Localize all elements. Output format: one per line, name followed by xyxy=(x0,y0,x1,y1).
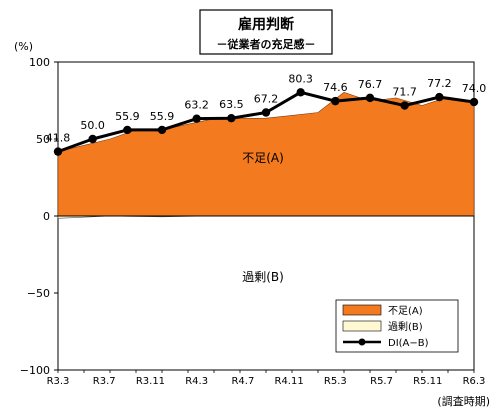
di-data-label: 80.3 xyxy=(288,72,313,85)
legend-swatch-surplus xyxy=(342,320,382,332)
x-tick-label: R3.3 xyxy=(47,376,70,387)
y-tick-label: 0 xyxy=(43,210,50,223)
y-tick-label: 100 xyxy=(29,56,50,69)
legend: 不足(A) 過剰(B) DI(A−B) xyxy=(335,299,459,353)
di-data-label: 67.2 xyxy=(254,93,279,106)
di-data-label: 63.2 xyxy=(184,99,209,112)
di-marker xyxy=(296,88,305,97)
di-marker xyxy=(331,96,340,106)
y-tick-label: −100 xyxy=(20,364,50,377)
y-tick-label: −50 xyxy=(27,287,50,300)
di-data-label: 74.0 xyxy=(462,82,487,95)
di-data-label: 50.0 xyxy=(80,119,105,132)
di-data-label: 74.6 xyxy=(323,81,348,94)
title-box: 雇用判断 －従業者の充足感－ xyxy=(199,9,333,55)
di-marker xyxy=(88,134,97,144)
di-marker xyxy=(400,101,409,110)
di-marker xyxy=(227,114,236,123)
x-tick-label: R4.11 xyxy=(275,376,304,387)
legend-swatch-shortage xyxy=(342,304,382,316)
x-tick-label: R5.3 xyxy=(324,376,347,387)
shortage-area-label: 不足(A) xyxy=(242,151,284,165)
legend-marker-di xyxy=(358,338,366,346)
chart-title: 雇用判断 xyxy=(238,16,294,33)
di-marker xyxy=(157,125,167,135)
legend-label-surplus: 過剰(B) xyxy=(388,321,423,333)
di-marker xyxy=(365,93,375,103)
legend-label-di: DI(A−B) xyxy=(388,338,429,349)
di-marker xyxy=(192,114,201,123)
di-data-label: 63.5 xyxy=(219,98,244,111)
di-data-label: 41.8 xyxy=(46,132,71,145)
y-tick-label: 50 xyxy=(36,133,50,146)
di-marker xyxy=(53,147,63,156)
di-marker xyxy=(123,125,132,135)
x-tick-label: R3.11 xyxy=(136,376,165,387)
x-tick-label: R4.3 xyxy=(185,376,208,387)
di-data-label: 71.7 xyxy=(392,86,417,99)
x-tick-label: R5.7 xyxy=(370,376,393,387)
di-marker xyxy=(469,97,479,107)
surplus-area-label: 過剰(B) xyxy=(242,270,284,284)
di-data-label: 55.9 xyxy=(150,110,175,123)
di-data-label: 55.9 xyxy=(115,110,140,123)
chart-subtitle: －従業者の充足感－ xyxy=(217,37,316,51)
x-tick-label: R5.11 xyxy=(413,376,442,387)
x-axis-title: (調査時期) xyxy=(437,394,490,408)
y-axis-unit: (%) xyxy=(14,40,33,53)
di-data-label: 77.2 xyxy=(427,77,452,90)
x-tick-label: R4.7 xyxy=(231,376,254,387)
di-data-label: 76.7 xyxy=(358,78,383,91)
legend-label-shortage: 不足(A) xyxy=(388,305,423,317)
di-marker xyxy=(261,108,271,117)
title-frame xyxy=(199,9,333,55)
x-tick-label: R3.7 xyxy=(93,376,116,387)
di-marker xyxy=(435,92,444,102)
x-tick-label: R6.3 xyxy=(463,376,486,387)
